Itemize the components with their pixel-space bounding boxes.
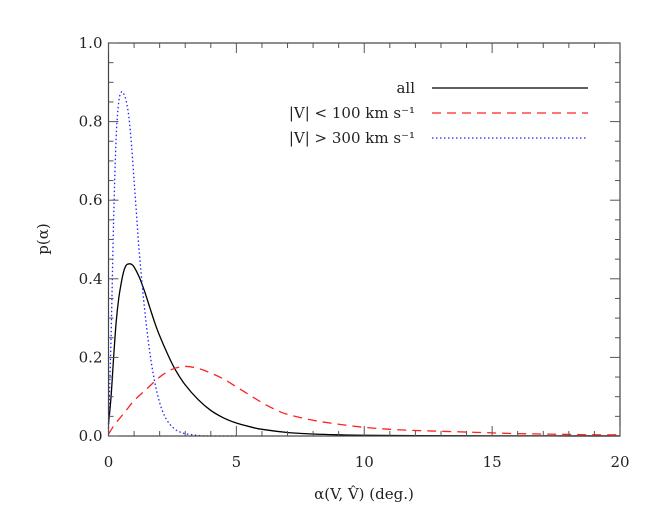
y-tick-label: 0.0 xyxy=(79,427,103,445)
y-tick-label: 0.4 xyxy=(79,270,103,288)
series-line-1 xyxy=(107,365,621,436)
plot-area xyxy=(107,91,621,437)
plot-frame xyxy=(107,42,621,437)
legend-label: |V| > 300 km s⁻¹ xyxy=(289,129,415,147)
x-tick-label: 0 xyxy=(104,453,114,471)
y-tick-label: 0.6 xyxy=(79,191,103,209)
x-tick-label: 15 xyxy=(483,453,502,471)
y-tick-label: 0.8 xyxy=(79,113,103,131)
y-tick-label: 0.2 xyxy=(79,348,103,366)
series-line-0 xyxy=(107,263,621,437)
y-axis-label: p(α) xyxy=(34,223,52,254)
x-tick-label: 5 xyxy=(232,453,242,471)
x-axis-label: α(V, V̂) (deg.) xyxy=(314,485,414,503)
legend: all |V| < 100 km s⁻¹ |V| > 300 km s⁻¹ xyxy=(289,79,588,147)
axes: 0 5 10 15 20 0.0 0.2 0.4 0.6 0.8 1.0 xyxy=(79,34,630,471)
legend-label: all xyxy=(396,79,415,97)
series-line-2 xyxy=(107,91,237,437)
x-tick-label: 10 xyxy=(355,453,374,471)
x-tick-label: 20 xyxy=(610,453,629,471)
legend-label: |V| < 100 km s⁻¹ xyxy=(289,104,415,122)
y-tick-label: 1.0 xyxy=(79,34,103,52)
